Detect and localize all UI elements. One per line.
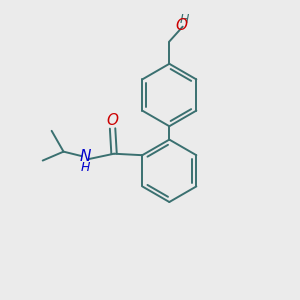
Text: O: O bbox=[175, 18, 187, 33]
Text: H: H bbox=[80, 160, 90, 174]
Text: H: H bbox=[179, 13, 189, 26]
Text: O: O bbox=[106, 112, 119, 128]
Text: N: N bbox=[80, 149, 91, 164]
